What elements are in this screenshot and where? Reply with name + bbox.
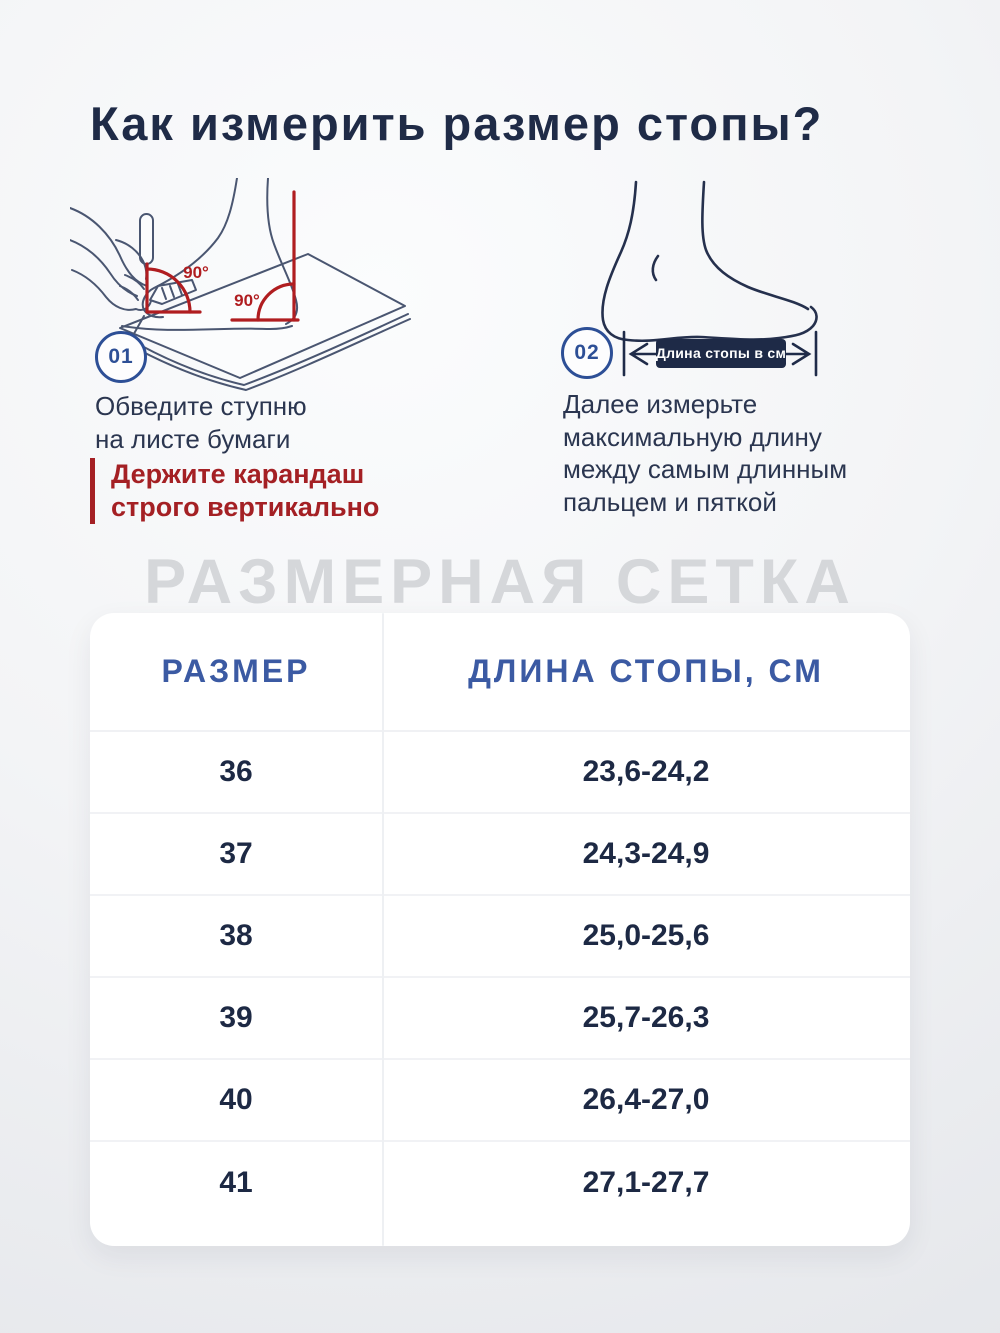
- header-size: РАЗМЕР: [161, 653, 311, 689]
- step-01-warning: Держите карандаш строго вертикально: [90, 458, 491, 524]
- foot-tracing-illustration: 90° 90° 01: [70, 178, 470, 393]
- foot-measure-illustration: Длина стопы в см 02: [550, 178, 950, 393]
- heel-angle-arc: [256, 282, 296, 322]
- step-01-number: 01: [108, 345, 134, 368]
- pencil-hatch-2: [169, 285, 175, 298]
- length-cell: 26,4-27,0: [582, 1083, 710, 1116]
- step-02-badge: 02: [561, 327, 613, 379]
- measure-label-text: Длина стопы в см: [656, 345, 786, 361]
- size-cell: 41: [219, 1166, 253, 1199]
- pencil-hatch-1: [161, 287, 167, 300]
- size-table-card: РАЗМЕР ДЛИНА СТОПЫ, СМ 36 23,6-24,2 37 2…: [90, 613, 910, 1246]
- size-cell: 37: [219, 837, 253, 870]
- page-title: Как измерить размер стопы?: [90, 97, 824, 150]
- leg-front-heel-line: [266, 178, 299, 325]
- length-cell: 27,1-27,7: [582, 1166, 710, 1199]
- size-cell: 40: [219, 1083, 253, 1116]
- step-01-badge: 01: [95, 331, 147, 383]
- watermark-text: РАЗМЕРНАЯ СЕТКА: [144, 547, 856, 617]
- finger-line-1: [124, 274, 145, 290]
- traced-outline-line: [121, 325, 293, 331]
- pencil-shaft: [139, 213, 154, 265]
- table-row: 38 25,0-25,6: [90, 896, 910, 978]
- step-02-number: 02: [574, 341, 600, 364]
- hand-bottom-contour: [71, 269, 152, 311]
- heel-angle-label: 90°: [234, 291, 260, 310]
- foot-measure-drawing: Длина стопы в см: [601, 180, 818, 377]
- finger-line-2: [119, 285, 139, 301]
- paper-stack-edge-1: [123, 313, 409, 386]
- hand-mid-contour: [70, 239, 138, 297]
- table-row: 41 27,1-27,7: [90, 1142, 910, 1224]
- length-cell: 25,7-26,3: [582, 1001, 710, 1034]
- table-header-row: РАЗМЕР ДЛИНА СТОПЫ, СМ: [90, 613, 910, 732]
- size-cell: 38: [219, 919, 253, 952]
- step-01-text: Обведите ступню на листе бумаги: [95, 391, 307, 454]
- header-length: ДЛИНА СТОПЫ, СМ: [468, 653, 824, 689]
- pencil-hatch-3: [177, 283, 183, 296]
- length-cell: 25,0-25,6: [582, 919, 710, 952]
- length-cell: 23,6-24,2: [582, 755, 710, 788]
- ankle-crease: [651, 254, 660, 282]
- column-divider: [382, 613, 384, 1246]
- table-row: 37 24,3-24,9: [90, 814, 910, 896]
- toe-angle-arc: [145, 267, 192, 314]
- length-cell: 24,3-24,9: [582, 837, 710, 870]
- size-cell: 36: [219, 755, 253, 788]
- foot-tracing-drawing: 90° 90°: [70, 178, 411, 391]
- table-row: 39 25,7-26,3: [90, 978, 910, 1060]
- foot-front-outline: [701, 180, 810, 311]
- toe-angle-label: 90°: [183, 263, 209, 282]
- step-02-text: Далее измерьте максимальную длину между …: [563, 389, 848, 517]
- size-cell: 39: [219, 1001, 253, 1034]
- measure-arrow-left: [628, 342, 659, 366]
- measure-label-box: [656, 339, 786, 368]
- table-row: 36 23,6-24,2: [90, 732, 910, 814]
- paper-stack-edge-2: [127, 318, 411, 391]
- table-row: 40 26,4-27,0: [90, 1060, 910, 1142]
- foot-back-sole-outline: [601, 180, 818, 343]
- measure-arrow-right: [781, 342, 812, 366]
- paper-sheet: [119, 253, 406, 379]
